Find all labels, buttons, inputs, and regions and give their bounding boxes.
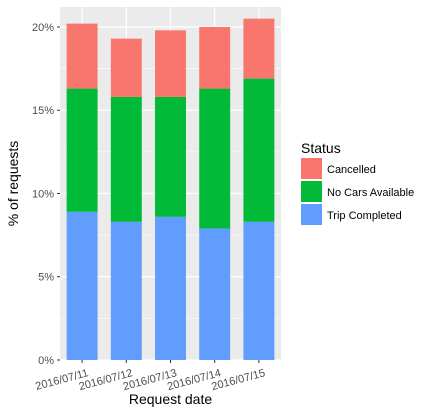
y-tick-label: 5% <box>38 272 54 284</box>
bars-group <box>66 18 275 360</box>
bar-trip-completed <box>199 228 231 360</box>
bar-cancelled <box>155 30 186 97</box>
x-axis-title: Request date <box>129 391 212 407</box>
y-tick-label: 0% <box>38 355 54 367</box>
legend-key-trip-completed <box>301 204 322 225</box>
legend: Status Cancelled No Cars Available Trip Co… <box>301 140 414 225</box>
bar-trip-completed <box>110 221 142 360</box>
bar-trip-completed <box>66 211 98 360</box>
bar-no-cars-available <box>66 88 98 212</box>
y-axis-title: % of requests <box>5 141 21 227</box>
bar-cancelled <box>199 26 231 89</box>
legend-label-trip-completed: Trip Completed <box>327 210 402 222</box>
legend-key-no-cars-available <box>301 181 322 202</box>
y-tick-label: 20% <box>32 22 54 34</box>
legend-title: Status <box>301 140 341 156</box>
bar-trip-completed <box>155 216 186 360</box>
y-tick-label: 15% <box>32 105 54 117</box>
bar-no-cars-available <box>155 96 186 217</box>
bar-no-cars-available <box>243 78 275 222</box>
y-axis: 0% 5% 10% 15% 20% <box>32 22 60 367</box>
bar-cancelled <box>243 18 275 79</box>
bar-cancelled <box>66 23 98 89</box>
legend-label-no-cars-available: No Cars Available <box>327 187 414 199</box>
bar-cancelled <box>110 38 142 97</box>
bar-no-cars-available <box>110 96 142 222</box>
x-axis: 2016/07/112016/07/122016/07/132016/07/14… <box>34 360 267 393</box>
bar-trip-completed <box>243 221 275 360</box>
bar-no-cars-available <box>199 88 231 229</box>
legend-key-cancelled <box>301 158 322 179</box>
legend-label-cancelled: Cancelled <box>327 164 376 176</box>
y-tick-label: 10% <box>32 188 54 200</box>
